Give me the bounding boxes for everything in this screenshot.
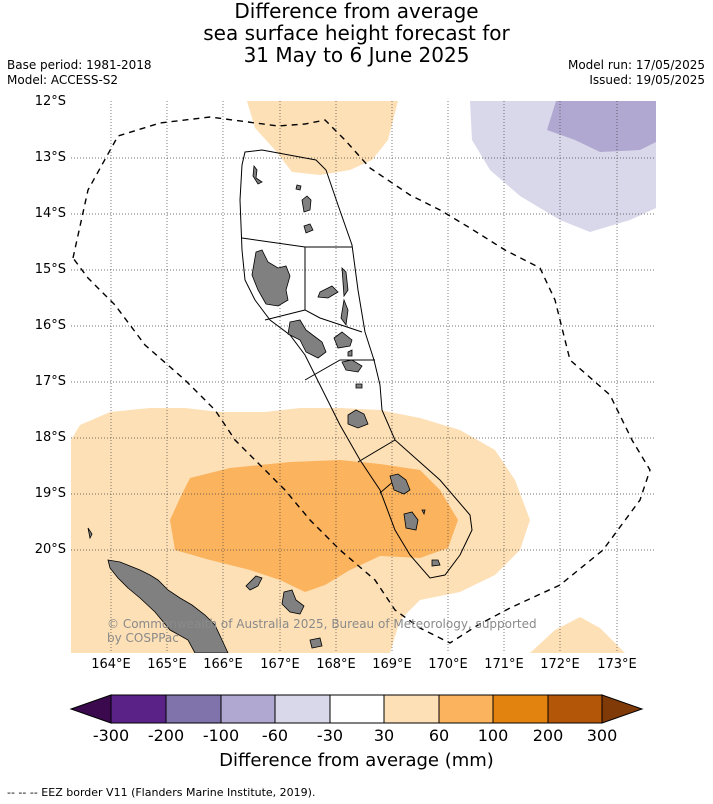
anomaly-region-orange (170, 460, 458, 592)
anomaly-region-light-orange-se (530, 617, 625, 653)
colorbar-bin-8 (492, 694, 549, 724)
lat-tick-20s: 20°S (34, 542, 66, 557)
colorbar-label-m200: -200 (147, 726, 185, 745)
colorbar-label-m100: -100 (202, 726, 240, 745)
title-line-2: sea surface height forecast for (203, 21, 510, 45)
colorbar-label-100: 100 (477, 726, 509, 745)
lat-tick-18s: 18°S (34, 430, 66, 445)
map-area (71, 101, 656, 653)
colorbar-bin-6 (383, 694, 440, 724)
run-info: Model run: 17/05/2025 Issued: 19/05/2025 (568, 58, 705, 88)
colorbar-bin-5 (329, 694, 385, 724)
title-line-1: Difference from average (234, 0, 479, 23)
lat-tick-15s: 15°S (34, 262, 66, 277)
model-name: Model: ACCESS-S2 (7, 73, 119, 87)
eez-border (72, 116, 651, 644)
model-run: Model run: 17/05/2025 (567, 58, 705, 72)
lon-tick-166e: 166°E (203, 657, 243, 672)
legend-footer: -- -- -- EEZ border V11 (Flanders Marine… (7, 786, 316, 799)
title-line-3: 31 May to 6 June 2025 (243, 43, 470, 67)
lat-tick-14s: 14°S (34, 206, 66, 221)
colorbar-label-m300: -300 (92, 726, 130, 745)
colorbar (69, 694, 644, 724)
lon-tick-169e: 169°E (372, 657, 412, 672)
colorbar-bin-4 (274, 694, 331, 724)
colorbar-label-300: 300 (586, 726, 618, 745)
copyright-credit: © Commonwealth of Australia 2025, Bureau… (107, 617, 537, 645)
grid-lines (71, 101, 656, 653)
issued-date: Issued: 19/05/2025 (589, 73, 705, 87)
lon-tick-168e: 168°E (316, 657, 356, 672)
lon-tick-165e: 165°E (147, 657, 187, 672)
colorbar-bin-3 (220, 694, 276, 724)
lat-tick-17s: 17°S (34, 374, 66, 389)
colorbar-label-m30: -30 (316, 726, 344, 745)
lat-tick-12s: 12°S (34, 94, 66, 109)
colorbar-under (69, 694, 112, 724)
colorbar-bin-1 (110, 694, 167, 724)
lon-tick-170e: 170°E (428, 657, 468, 672)
colorbar-bin-2 (165, 694, 222, 724)
colorbar-label-30: 30 (373, 726, 395, 745)
lon-tick-164e: 164°E (91, 657, 131, 672)
map-title: Difference from average sea surface heig… (0, 0, 713, 66)
province-boundaries (239, 149, 473, 579)
colorbar-label-200: 200 (532, 726, 564, 745)
lat-tick-13s: 13°S (34, 150, 66, 165)
colorbar-label-m60: -60 (261, 726, 289, 745)
land-masses (87, 164, 441, 653)
lon-tick-167e: 167°E (260, 657, 300, 672)
lon-tick-173e: 173°E (597, 657, 637, 672)
anomaly-region-light-orange-north (247, 101, 398, 175)
colorbar-over (601, 694, 644, 724)
colorbar-bin-7 (438, 694, 494, 724)
colorbar-bin-9 (547, 694, 603, 724)
lon-tick-171e: 171°E (484, 657, 524, 672)
lat-tick-16s: 16°S (34, 318, 66, 333)
model-info: Base period: 1981-2018 Model: ACCESS-S2 (7, 58, 152, 88)
colorbar-title: Difference from average (mm) (219, 750, 494, 771)
colorbar-label-60: 60 (428, 726, 450, 745)
lat-tick-19s: 19°S (34, 486, 66, 501)
base-period: Base period: 1981-2018 (7, 58, 152, 72)
anomaly-region-purple (547, 101, 656, 152)
lon-tick-172e: 172°E (540, 657, 580, 672)
